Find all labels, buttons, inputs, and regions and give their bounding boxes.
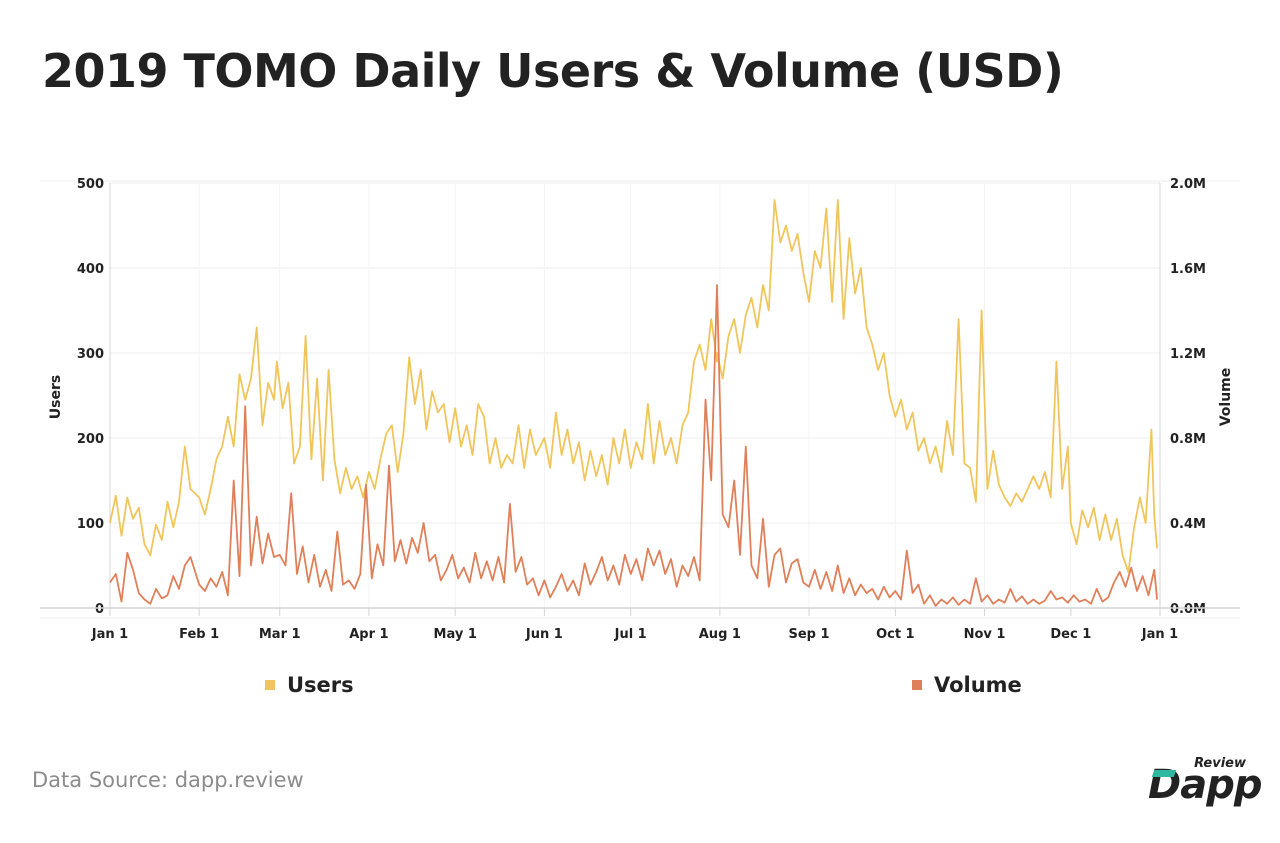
y-left-axis-title: Users	[48, 375, 64, 419]
x-tick-label: Aug 1	[699, 627, 741, 642]
logo-dapp-text: Dapp	[1148, 762, 1262, 808]
chart-legend: Users Volume	[265, 673, 1022, 697]
x-tick-label: Dec 1	[1050, 627, 1091, 642]
x-tick-label: Mar 1	[259, 627, 301, 642]
y-left-tick-label: 200	[77, 432, 104, 447]
chart-grid	[40, 180, 1240, 608]
x-tick-label: Feb 1	[179, 627, 219, 642]
y-left-tick-label: 500	[77, 177, 104, 192]
x-tick-label: Jan 1	[91, 627, 128, 642]
logo-accent-bar-icon	[1151, 770, 1177, 777]
y-right-tick-label: 0.4M	[1170, 517, 1206, 532]
x-tick-label: Jan 1	[1141, 627, 1178, 642]
y-right-tick-label: 2.0M	[1170, 177, 1206, 192]
legend-label-volume: Volume	[934, 673, 1022, 697]
series-line-volume	[109, 284, 1158, 607]
y-right-tick-label: 0.8M	[1170, 432, 1206, 447]
data-source-note: Data Source: dapp.review	[32, 768, 304, 792]
y-left-tick-label: 300	[77, 347, 104, 362]
x-tick-label: Oct 1	[876, 627, 915, 642]
y-left-tick-label: 400	[77, 262, 104, 277]
x-tick-label: Jul 1	[614, 627, 647, 642]
legend-swatch-volume	[912, 680, 922, 690]
y-left-tick-label: 100	[77, 517, 104, 532]
logo-review-text: Review	[1194, 756, 1246, 771]
legend-label-users: Users	[287, 673, 354, 697]
y-right-tick-label: 1.2M	[1170, 347, 1206, 362]
legend-swatch-users	[265, 680, 275, 690]
y-right-axis-title: Volume	[1218, 368, 1234, 427]
x-tick-label: Sep 1	[789, 627, 830, 642]
chart-series	[109, 199, 1158, 607]
x-tick-label: May 1	[434, 627, 477, 642]
x-tick-label: Jun 1	[525, 627, 563, 642]
x-tick-label: Nov 1	[964, 627, 1006, 642]
dapp-review-logo: Review Dapp	[1148, 752, 1262, 810]
chart-axes: 0 0.0M 100 0.4M 200 0.8M 300 1.2M 400 1.6M 500 2.0M…	[40, 177, 1240, 642]
y-right-tick-label: 0.0M	[1170, 602, 1206, 617]
y-left-tick-label: 0	[95, 602, 104, 617]
page-title: 2019 TOMO Daily Users & Volume (USD)	[42, 44, 1064, 98]
series-line-users	[109, 199, 1158, 574]
y-right-tick-label: 1.6M	[1170, 262, 1206, 277]
x-tick-label: Apr 1	[349, 627, 388, 642]
